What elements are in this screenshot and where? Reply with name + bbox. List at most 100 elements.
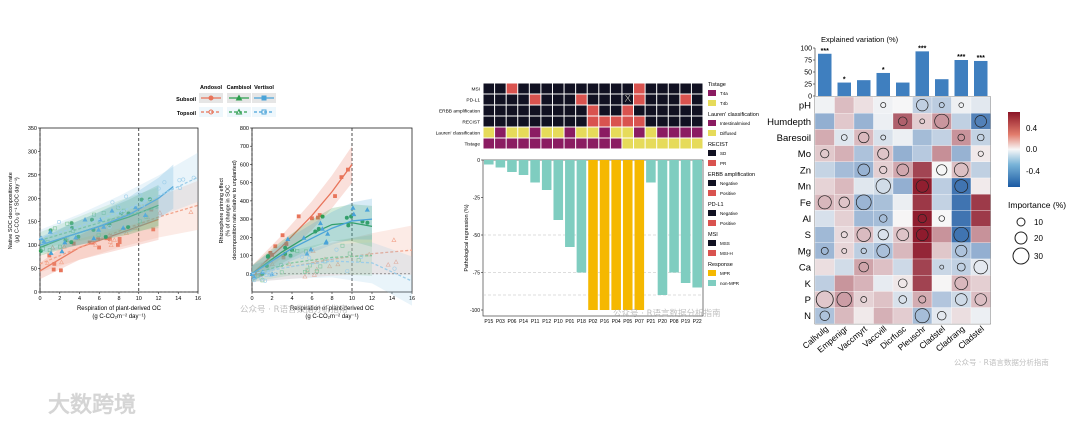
- data-point: [345, 269, 350, 274]
- heatmap-cell: [853, 258, 874, 276]
- heatmap-cell: [552, 127, 564, 138]
- importance-circle: [898, 116, 908, 127]
- fit-line: [251, 218, 373, 275]
- heatmap-cell: [483, 105, 495, 116]
- significance-label: *: [843, 77, 846, 84]
- waterfall-bar: [611, 160, 621, 310]
- category-label: P01: [565, 319, 574, 325]
- data-point: [365, 220, 370, 225]
- legend-item-label: MSS: [720, 241, 730, 246]
- data-point: [58, 268, 63, 273]
- heatmap-cell: [951, 194, 972, 211]
- heatmap-cell: [576, 105, 587, 116]
- heatmap-cell: [668, 94, 680, 105]
- importance-circle: [939, 264, 945, 270]
- data-point: [280, 233, 285, 238]
- heatmap-cell: [834, 145, 855, 162]
- heatmap-cell: [541, 138, 552, 149]
- data-point: [310, 216, 314, 221]
- legend-col-cambisol: Cambisol: [227, 85, 252, 91]
- data-point: [59, 248, 65, 254]
- heatmap-cell: [892, 242, 913, 260]
- legend-title: RECIST: [708, 142, 729, 148]
- x-tick-label: 2: [58, 296, 61, 302]
- data-point: [111, 237, 117, 242]
- chart-frame: [39, 127, 199, 293]
- data-point: [177, 185, 182, 190]
- heatmap-cell: [483, 94, 495, 105]
- importance-circle: [840, 134, 848, 141]
- heatmap-cell: [834, 242, 855, 260]
- significance-label: ***: [957, 54, 965, 61]
- legend-swatch: [708, 90, 716, 96]
- x-tick-label: 6: [310, 296, 313, 302]
- importance-circle: [919, 118, 926, 125]
- importance-circle: [974, 293, 987, 306]
- data-point: [299, 254, 304, 259]
- y-tick-label: 300: [28, 149, 37, 155]
- data-point: [69, 240, 74, 245]
- heatmap-cell: [931, 194, 952, 211]
- importance-circle: [876, 244, 891, 258]
- bar-y-tick-label: 100: [800, 46, 812, 53]
- fit-line: [251, 254, 373, 275]
- y-tick-label: 600: [240, 162, 249, 168]
- x-tick-label: 16: [409, 296, 415, 302]
- legend-item-label: Intestinalmixed: [720, 121, 751, 126]
- heatmap-row-label: N: [804, 311, 811, 322]
- heatmap-cell: [951, 145, 972, 162]
- data-point: [108, 242, 114, 247]
- heatmap-cell: [931, 210, 952, 227]
- heatmap-row-label: Mg: [798, 246, 811, 257]
- data-point: [138, 192, 143, 197]
- heatmap-cell: [814, 307, 835, 324]
- variation-bar: [935, 79, 949, 96]
- clinical-heatmap: MSI PD-L1 ERBB amplification RECIST Lauren' …: [436, 83, 703, 149]
- importance-circle: [915, 179, 929, 193]
- heatmap-cell: [657, 138, 668, 149]
- heatmap-cell: [541, 105, 552, 116]
- importance-circle: [955, 244, 968, 257]
- data-point: [47, 248, 52, 253]
- importance-circle: [820, 149, 830, 159]
- data-point: [181, 177, 186, 182]
- legend-col-vertisol: Vertisol: [254, 85, 274, 91]
- heatmap-cell: [541, 127, 552, 138]
- data-point: [52, 226, 57, 231]
- data-point: [133, 204, 139, 210]
- heatmap-cell: [892, 258, 913, 276]
- heatmap-cell: [518, 105, 529, 116]
- heatmap-cell: [587, 127, 599, 138]
- waterfall-bar: [576, 160, 587, 273]
- data-point: [314, 269, 319, 274]
- category-label: P21: [646, 319, 655, 325]
- significance-label: ***: [821, 48, 829, 55]
- heatmap-cell: [564, 105, 576, 116]
- category-label: P11: [531, 319, 540, 325]
- legend-title: Response: [708, 262, 733, 268]
- importance-circle: [879, 214, 888, 223]
- data-point: [311, 272, 317, 277]
- data-point: [339, 175, 344, 180]
- data-point: [313, 229, 318, 234]
- heatmap-cell: [951, 275, 972, 292]
- heatmap-cell: [970, 145, 991, 162]
- waterfall-bar: [588, 160, 598, 310]
- importance-circle: [879, 165, 888, 174]
- data-point: [138, 219, 142, 224]
- heatmap-cell: [495, 116, 506, 127]
- heatmap-cell: [541, 83, 552, 94]
- fit-line: [39, 186, 174, 246]
- data-point: [121, 210, 126, 215]
- data-point: [157, 209, 163, 215]
- y-tick-label: 0: [246, 272, 249, 278]
- heatmap-cell: [892, 177, 913, 195]
- data-point: [45, 260, 51, 265]
- category-label: P10: [554, 319, 563, 325]
- heatmap-cell: [587, 83, 599, 94]
- heatmap-cell: [518, 116, 529, 127]
- heatmap-cell: [564, 127, 576, 138]
- importance-circle: [954, 276, 968, 291]
- heatmap-cell: [970, 307, 991, 324]
